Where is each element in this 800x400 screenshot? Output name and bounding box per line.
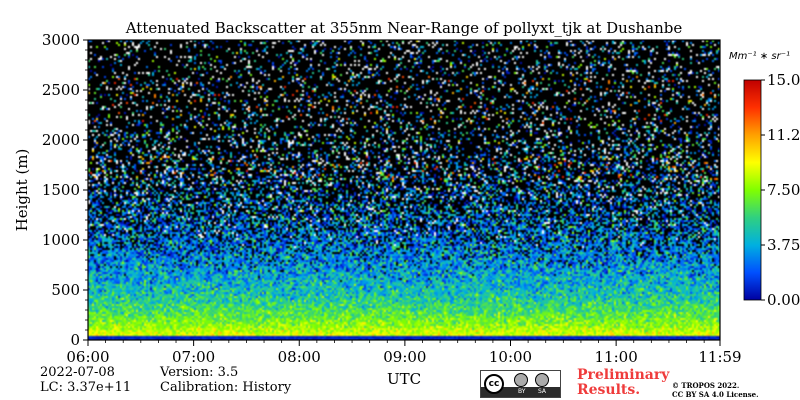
- colorbar-unit-label: Mm⁻¹ ∗ sr⁻¹: [729, 51, 790, 62]
- y-tick-label: 2500: [42, 81, 80, 99]
- info-version: Version: 3.5: [160, 365, 239, 380]
- x-axis-label: UTC: [387, 370, 421, 388]
- x-axis: 06:00 07:00 08:00 09:00 10:00 11:00 11:59: [66, 340, 742, 366]
- y-tick-label: 500: [51, 281, 80, 299]
- x-tick-label: 07:00: [172, 348, 215, 366]
- x-tick-label: 11:00: [595, 348, 638, 366]
- y-tick-label: 2000: [42, 131, 80, 149]
- cc-by-icon: [514, 373, 528, 387]
- y-tick-label: 1500: [42, 181, 80, 199]
- info-date: 2022-07-08: [40, 365, 115, 380]
- y-tick-label: 0: [70, 331, 80, 349]
- x-tick-label: 08:00: [278, 348, 321, 366]
- info-calibration: Calibration: History: [160, 380, 292, 395]
- colorbar-tick-label: 7.50: [767, 181, 800, 199]
- y-tick-label: 1000: [42, 231, 80, 249]
- colorbar-tick-label: 11.25: [767, 126, 800, 144]
- y-axis-label: Height (m): [13, 149, 31, 232]
- colorbar-tick-label: 0.00: [767, 291, 800, 309]
- cc-icon: cc: [484, 374, 504, 394]
- colorbar-ticks: 0.00 3.75 7.50 11.25 15.00: [761, 71, 800, 309]
- copyright-line-1: © TROPOS 2022.: [672, 381, 740, 390]
- preliminary-results-note: Preliminary Results.: [577, 368, 669, 398]
- x-tick-label: 11:59: [698, 348, 741, 366]
- cc-license-logo: cc BY SA: [480, 370, 561, 398]
- y-axis: 0 500 1000 1500 2000 2500 3000: [42, 31, 88, 349]
- cc-sa-icon: [535, 373, 549, 387]
- x-tick-label: 10:00: [489, 348, 532, 366]
- copyright-line-2: CC BY SA 4.0 License.: [672, 390, 759, 399]
- cc-sa-label: SA: [538, 388, 547, 395]
- preliminary-line-2: Results.: [577, 382, 641, 398]
- colorbar-tick-label: 3.75: [767, 236, 800, 254]
- x-tick-label: 06:00: [66, 348, 109, 366]
- preliminary-line-1: Preliminary: [577, 367, 670, 383]
- cc-logo-band: [481, 387, 560, 397]
- cc-by-label: BY: [518, 388, 526, 395]
- backscatter-heatmap: [88, 40, 720, 340]
- copyright-note: © TROPOS 2022. CC BY SA 4.0 License.: [672, 381, 759, 399]
- colorbar-tick-label: 15.00: [767, 71, 800, 89]
- info-lc: LC: 3.37e+11: [40, 380, 132, 395]
- x-tick-label: 09:00: [383, 348, 426, 366]
- chart-title: Attenuated Backscatter at 355nm Near-Ran…: [125, 19, 683, 37]
- y-tick-label: 3000: [42, 31, 80, 49]
- colorbar: [743, 79, 762, 301]
